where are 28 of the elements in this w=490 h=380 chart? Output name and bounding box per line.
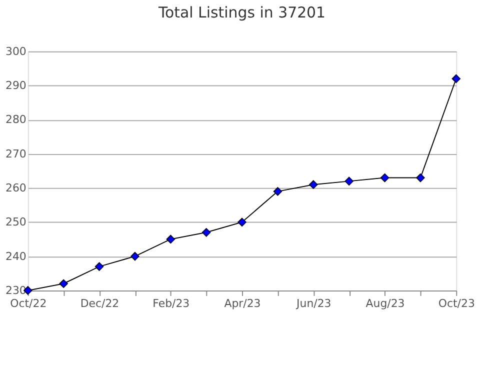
- point: [380, 173, 390, 182]
- x-tick-label: Feb/23: [152, 296, 190, 310]
- point: [452, 74, 460, 84]
- point: [166, 234, 175, 244]
- y-tick-label: 300: [6, 44, 26, 58]
- y-tick-label: 230: [6, 284, 26, 297]
- x-tick-label: Apr/23: [224, 296, 261, 310]
- chart-title: Total Listings in 37201: [157, 4, 326, 22]
- y-tick-label: 240: [6, 250, 26, 263]
- y-tick-label: 270: [6, 147, 26, 160]
- point: [238, 218, 246, 227]
- x-tick-label: Aug/23: [366, 296, 405, 310]
- point: [59, 279, 68, 288]
- y-tick-label: 280: [6, 113, 26, 126]
- x-tick-label: Jun/23: [296, 296, 332, 310]
- x-tick-label: Oct/22: [10, 296, 47, 310]
- point: [273, 187, 282, 196]
- x-tick-label: Dec/22: [80, 296, 120, 310]
- y-tick-label: 290: [6, 79, 26, 92]
- point: [416, 173, 425, 182]
- point: [130, 252, 140, 261]
- y-tick-label: 260: [6, 182, 26, 194]
- point: [202, 228, 211, 237]
- y-tick-label: 250: [6, 216, 26, 229]
- point: [309, 180, 318, 189]
- x-tick-label: Oct/23: [438, 296, 475, 310]
- point: [344, 176, 354, 186]
- point: [94, 262, 104, 271]
